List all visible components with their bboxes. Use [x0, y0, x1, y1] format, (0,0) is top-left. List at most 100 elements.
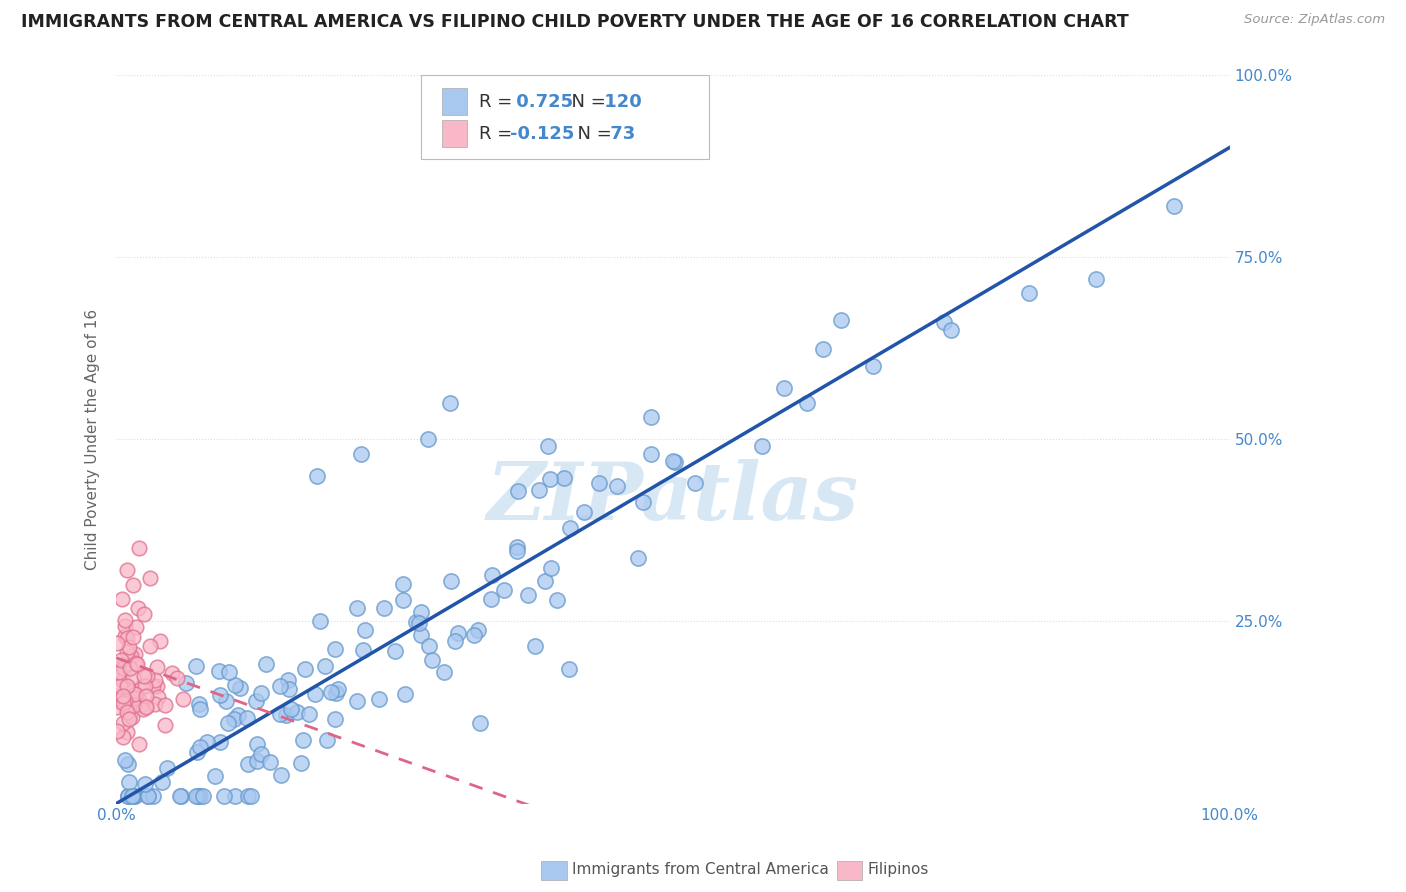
Point — [111, 690, 134, 704]
Point — [132, 702, 155, 716]
Point — [134, 777, 156, 791]
Point — [131, 680, 153, 694]
Point — [274, 708, 297, 723]
Point — [517, 588, 540, 602]
Text: Filipinos: Filipinos — [868, 863, 929, 877]
Point — [290, 756, 312, 770]
Point — [631, 494, 654, 508]
Point — [125, 657, 148, 671]
Point — [132, 668, 155, 682]
Point — [114, 619, 136, 633]
Point — [112, 657, 135, 672]
Point — [188, 739, 211, 754]
Point — [354, 623, 377, 637]
Point — [408, 615, 430, 630]
Point — [197, 734, 219, 748]
Text: R =: R = — [478, 125, 517, 143]
Point — [118, 690, 141, 704]
Point — [254, 657, 277, 672]
Point — [125, 620, 148, 634]
Point — [105, 723, 128, 738]
Point — [1085, 271, 1108, 285]
Point — [110, 652, 132, 666]
Point — [285, 705, 308, 719]
Point — [111, 673, 134, 688]
Point — [440, 574, 463, 589]
Point — [138, 571, 160, 585]
Point — [108, 679, 131, 693]
Point — [124, 687, 146, 701]
Point — [384, 644, 406, 658]
Point — [444, 634, 467, 648]
Point — [392, 577, 415, 591]
Point — [191, 789, 214, 804]
Point — [128, 698, 150, 713]
Point — [135, 700, 157, 714]
Text: 73: 73 — [603, 125, 636, 143]
Point — [117, 789, 139, 804]
Point — [224, 678, 246, 692]
Point — [246, 754, 269, 768]
Point — [319, 685, 342, 699]
Point — [120, 707, 142, 722]
Point — [132, 607, 155, 621]
Point — [215, 694, 238, 708]
Point — [115, 724, 138, 739]
Point — [127, 690, 149, 705]
Point — [207, 664, 229, 678]
Point — [107, 670, 129, 684]
Text: 0.725: 0.725 — [509, 93, 572, 111]
Point — [373, 601, 395, 615]
Point — [132, 698, 155, 712]
Point — [505, 540, 527, 554]
Point — [479, 591, 502, 606]
Point — [468, 716, 491, 731]
Point — [114, 629, 136, 643]
Point — [934, 315, 956, 329]
Point — [118, 712, 141, 726]
Point — [751, 439, 773, 453]
Point — [107, 665, 129, 679]
Point — [217, 716, 239, 731]
Point — [1018, 286, 1040, 301]
Point — [538, 472, 561, 486]
Point — [204, 769, 226, 783]
Point — [350, 447, 373, 461]
Point — [226, 708, 249, 723]
Text: R =: R = — [478, 93, 517, 111]
Point — [105, 699, 128, 714]
Point — [160, 665, 183, 680]
Point — [122, 789, 145, 804]
Point — [346, 601, 368, 615]
Point — [107, 694, 129, 708]
Point — [146, 660, 169, 674]
Point — [209, 735, 232, 749]
Point — [294, 662, 316, 676]
Point — [122, 670, 145, 684]
Point — [298, 707, 321, 722]
Point — [229, 681, 252, 695]
Point — [224, 789, 246, 804]
Point — [117, 789, 139, 804]
Text: IMMIGRANTS FROM CENTRAL AMERICA VS FILIPINO CHILD POVERTY UNDER THE AGE OF 16 CO: IMMIGRANTS FROM CENTRAL AMERICA VS FILIP… — [21, 13, 1129, 31]
Point — [122, 578, 145, 592]
Point — [135, 690, 157, 704]
Text: N =: N = — [565, 125, 612, 143]
Point — [128, 541, 150, 556]
Point — [121, 710, 143, 724]
Point — [606, 479, 628, 493]
Point — [546, 592, 568, 607]
Point — [640, 447, 662, 461]
Point — [155, 698, 177, 713]
Point — [125, 687, 148, 701]
Point — [941, 323, 963, 337]
Point — [146, 690, 169, 705]
Point — [117, 563, 139, 577]
Point — [118, 775, 141, 789]
Point — [529, 483, 551, 497]
Point — [150, 775, 173, 789]
Point — [439, 395, 461, 409]
Point — [134, 679, 156, 693]
Point — [537, 439, 560, 453]
Point — [250, 686, 273, 700]
